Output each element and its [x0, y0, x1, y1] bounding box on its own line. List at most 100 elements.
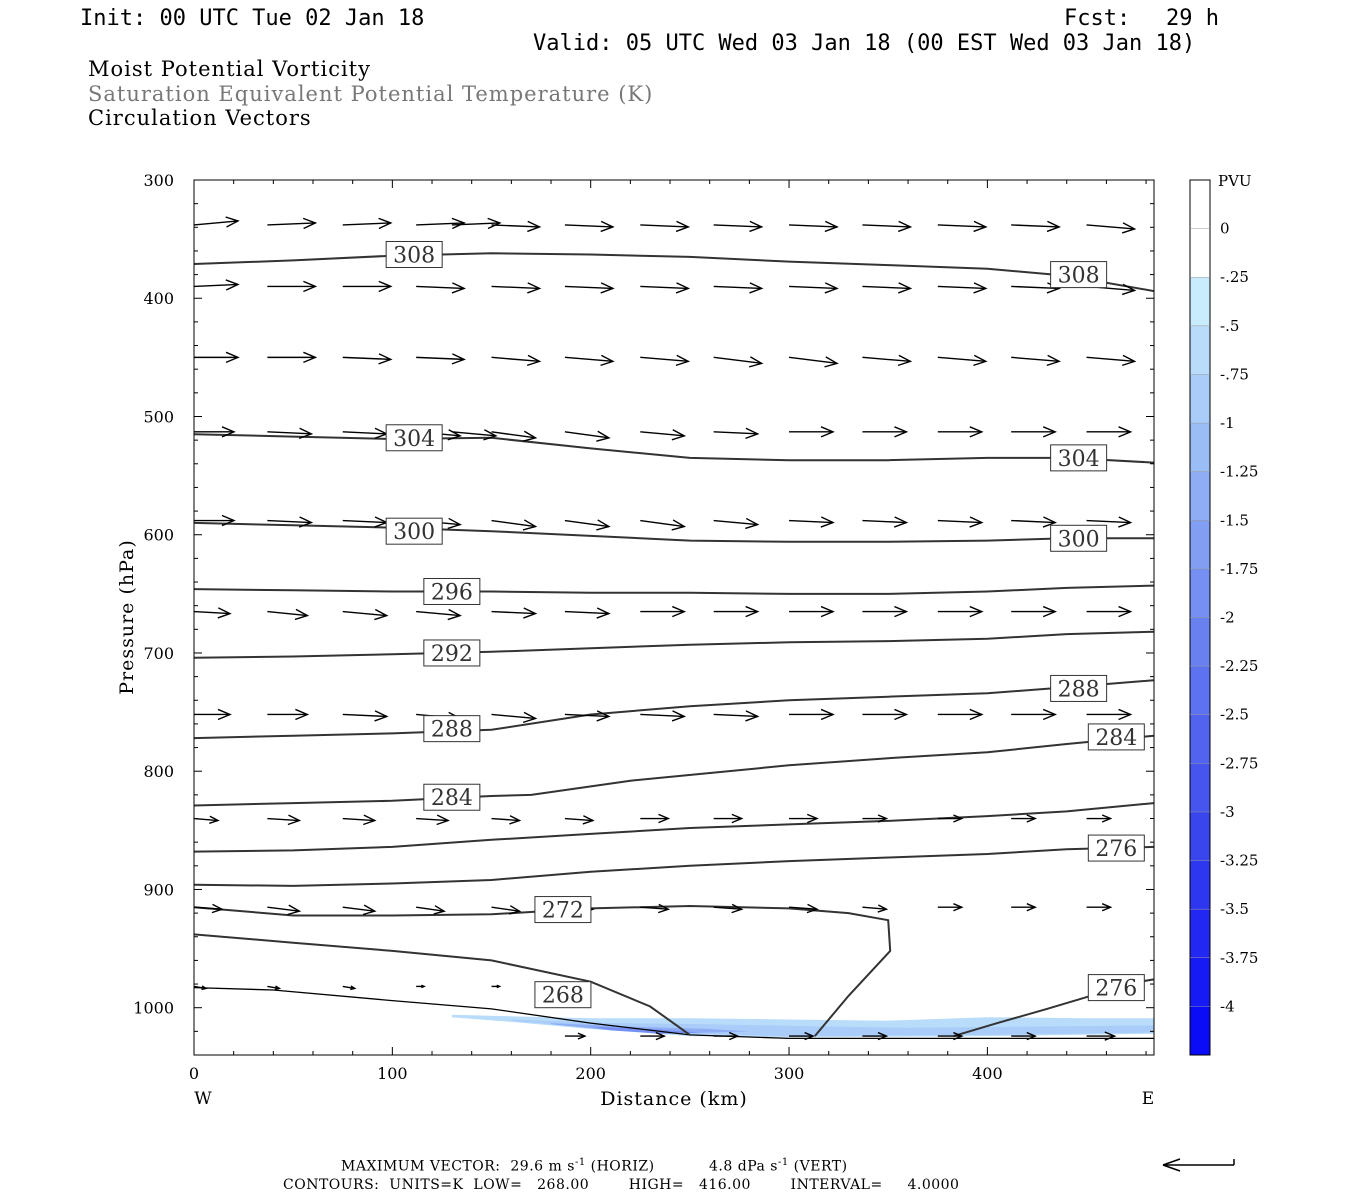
circulation-vector	[491, 282, 542, 294]
circulation-vector	[342, 608, 389, 621]
circulation-vector	[564, 354, 615, 367]
vector-head	[221, 514, 236, 527]
contour-label-box	[423, 577, 481, 605]
vector-shaft	[564, 224, 613, 228]
vector-head	[1042, 605, 1057, 618]
vector-shaft	[342, 985, 355, 990]
vector-head	[820, 516, 835, 528]
vector-shaft	[713, 356, 762, 365]
vector-shaft	[564, 431, 610, 439]
vector-shaft	[491, 817, 520, 822]
vector-head	[1042, 426, 1057, 438]
theta-es-contours	[194, 252, 1154, 1040]
colorbar-label: -4	[1220, 997, 1235, 1015]
max-vector-horiz-tag: (HORIZ)	[590, 1158, 655, 1175]
vector-head	[731, 813, 744, 824]
x-tick-label: 0	[189, 1064, 199, 1083]
vector-shaft	[416, 906, 445, 912]
vector-head	[969, 426, 984, 438]
colorbar-swatch	[1190, 228, 1210, 278]
vector-shaft	[1086, 224, 1135, 230]
contour-label-text: 308	[1058, 264, 1100, 289]
colorbar-swatch	[1190, 471, 1210, 521]
y-axis-title: Pressure (hPa)	[116, 539, 138, 695]
vector-head	[820, 426, 835, 438]
vector-shaft	[789, 519, 834, 524]
contour-label-300: 300	[385, 517, 443, 545]
max-vector-horiz-exp: -1	[574, 1157, 586, 1168]
circulation-vector	[937, 516, 984, 528]
theta-es-contour-300	[194, 521, 1154, 543]
vector-head	[522, 711, 538, 724]
circulation-vector	[862, 426, 909, 438]
contour-label-text: 308	[393, 243, 435, 268]
colorbar-swatch	[1190, 957, 1210, 1007]
circulation-vector	[342, 427, 389, 440]
vector-head	[298, 427, 314, 440]
vector-head	[824, 356, 839, 368]
vector-shaft	[342, 817, 375, 822]
vector-head	[1121, 283, 1137, 296]
circulation-vector	[640, 710, 687, 722]
vector-head	[973, 220, 988, 233]
vector-shaft	[862, 285, 911, 290]
circulation-vector	[194, 351, 240, 364]
vector-shaft	[564, 610, 609, 615]
y-tick-label: 800	[143, 762, 174, 781]
circulation-vector	[937, 282, 988, 294]
vector-head	[447, 517, 462, 530]
max-vector-label: MAXIMUM VECTOR:	[341, 1158, 501, 1175]
circulation-vector	[937, 1031, 964, 1041]
contour-label-text: 296	[431, 580, 473, 605]
colorbar-swatch	[1190, 277, 1210, 327]
vector-shaft	[1011, 224, 1060, 228]
vector-shaft	[862, 356, 911, 363]
vector-head	[582, 815, 595, 825]
vector-head	[894, 426, 909, 438]
circulation-vector	[789, 220, 839, 233]
colorbar-swatch	[1190, 568, 1210, 618]
circulation-vector	[937, 220, 988, 233]
colorbar-swatch	[1190, 714, 1210, 764]
x-tick-label: 400	[972, 1064, 1003, 1083]
contour-label-box	[1050, 674, 1108, 702]
vector-head	[363, 814, 377, 826]
vector-shaft	[640, 285, 689, 290]
circulation-vector	[451, 429, 498, 441]
vector-shaft	[194, 985, 207, 990]
circulation-vector	[713, 427, 760, 440]
circulation-vector	[789, 605, 835, 618]
vector-head	[728, 1031, 740, 1041]
circulation-vector	[640, 1031, 667, 1041]
colorbar-swatch	[1190, 325, 1210, 375]
vector-head	[893, 516, 909, 528]
contour-label-272: 272	[534, 896, 592, 924]
vector-shaft	[937, 285, 986, 290]
vector-shaft	[451, 222, 500, 226]
circulation-vector	[937, 605, 984, 618]
vector-head	[1118, 516, 1133, 528]
circulation-vector	[267, 708, 310, 721]
circulation-vector	[491, 354, 542, 367]
colorbar-swatch	[1190, 374, 1210, 424]
y-tick-label: 500	[143, 407, 174, 426]
circulation-vector	[342, 353, 393, 365]
vector-head	[421, 984, 426, 989]
vector-head	[522, 430, 538, 442]
vector-head	[1042, 516, 1057, 528]
west-label: W	[194, 1089, 212, 1109]
valid-time: Valid: 05 UTC Wed 03 Jan 18 (00 EST Wed …	[533, 31, 1196, 56]
vector-shaft	[416, 817, 449, 822]
circulation-vector	[1086, 605, 1133, 618]
circulation-vector	[862, 282, 913, 294]
vector-head	[671, 710, 687, 722]
colorbar-swatch	[1190, 423, 1210, 473]
reference-vector-arrow	[1162, 1158, 1235, 1172]
contour-label-text: 276	[1095, 837, 1137, 862]
vector-head	[1026, 1031, 1037, 1041]
circulation-vector	[342, 710, 389, 722]
circulation-vector	[1011, 220, 1061, 233]
vector-head	[897, 354, 913, 367]
vector-shaft	[267, 610, 308, 617]
